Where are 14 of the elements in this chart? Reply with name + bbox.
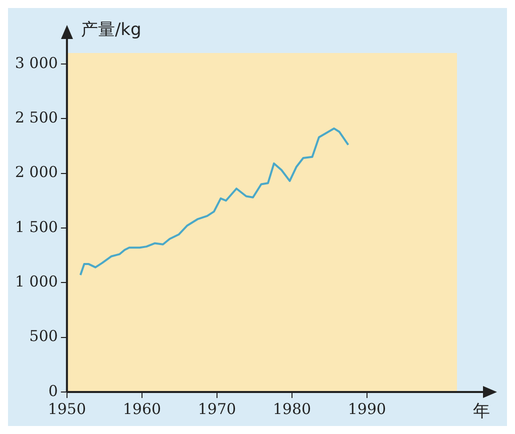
x-axis-title: 年	[473, 401, 490, 422]
x-tick-label: 1980	[272, 400, 312, 418]
x-tick-label: 1950	[48, 400, 86, 418]
x-tick-label: 1990	[348, 400, 386, 418]
y-tick-label: 0	[48, 382, 58, 400]
y-tick-label: 1 500	[14, 218, 58, 236]
y-axis-title: 产量/kg	[80, 20, 142, 40]
x-tick-label: 1970	[198, 400, 236, 418]
y-tick-label: 500	[29, 327, 58, 346]
y-tick-label: 2 500	[14, 108, 58, 127]
x-tick-label: 1960	[122, 400, 162, 418]
y-tick-label: 1 000	[14, 272, 58, 291]
y-tick-label: 2 000	[14, 163, 58, 182]
y-tick-label: 3 000	[14, 54, 58, 72]
